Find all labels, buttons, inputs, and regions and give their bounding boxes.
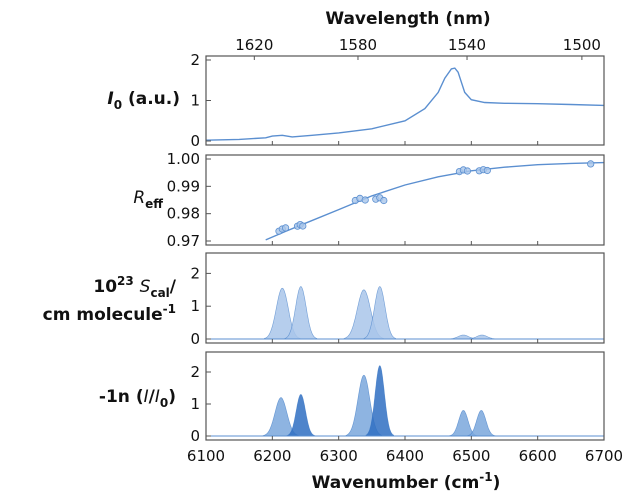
panel-ln: 0 1 2 bbox=[190, 351, 605, 445]
data-point bbox=[483, 166, 491, 175]
y-tick-label: 1 bbox=[190, 297, 200, 315]
y-tick-label: 2 bbox=[190, 264, 200, 282]
y-tick-label: 2 bbox=[190, 363, 200, 381]
x-tick-label: 6400 bbox=[386, 447, 424, 465]
x-tick-label: 6600 bbox=[519, 447, 557, 465]
panel-frame-reff bbox=[205, 154, 605, 246]
series-line-i0 bbox=[206, 67, 604, 141]
peak-scal bbox=[363, 286, 396, 340]
y-tick-label: 0.97 bbox=[167, 232, 200, 250]
data-point bbox=[361, 196, 369, 204]
plot-area-scal bbox=[206, 286, 604, 340]
x-tick-label: 6100 bbox=[187, 447, 225, 465]
plot-area-ln bbox=[206, 365, 604, 437]
series-line-reff bbox=[265, 161, 604, 241]
x-tick-label: 6200 bbox=[253, 447, 291, 465]
data-point bbox=[587, 160, 595, 168]
panel-frame-i0 bbox=[205, 55, 605, 146]
top-tick-label: 1540 bbox=[448, 36, 486, 54]
row-label-scal-2: cm molecule-1 bbox=[43, 302, 176, 325]
y-tick-label: 0 bbox=[190, 132, 200, 150]
data-point bbox=[281, 224, 290, 232]
peak-ln bbox=[286, 394, 316, 437]
data-point bbox=[380, 196, 388, 205]
top-tick-label: 1580 bbox=[339, 36, 377, 54]
plot-area-reff bbox=[265, 160, 604, 241]
row-label-i0: I0 (a.u.) bbox=[107, 89, 180, 112]
top-axis-ticks: 1620 1580 1540 1500 bbox=[235, 36, 601, 60]
top-axis-title: Wavelength (nm) bbox=[325, 9, 490, 29]
y-tick-label: 0 bbox=[190, 427, 200, 445]
row-label-ln: -1n (I/I0) bbox=[99, 387, 176, 410]
x-tick-label: 6700 bbox=[585, 447, 623, 465]
y-tick-label: 1 bbox=[190, 92, 200, 110]
panel-reff: 0.97 0.98 0.99 1.00 bbox=[167, 150, 605, 250]
plot-area-i0 bbox=[206, 67, 604, 141]
y-tick-label: 1.00 bbox=[167, 150, 200, 168]
y-tick-label: 0.99 bbox=[167, 177, 200, 195]
x-tick-label: 6500 bbox=[452, 447, 490, 465]
top-tick-label: 1500 bbox=[563, 36, 601, 54]
row-label-scal-1: 1023 Scal/ bbox=[93, 274, 176, 300]
bottom-axis-title: Wavenumber (cm-1) bbox=[312, 470, 501, 493]
data-point bbox=[299, 222, 307, 230]
data-point bbox=[463, 167, 471, 175]
panel-frame-scal bbox=[205, 252, 605, 344]
peak-ln bbox=[467, 410, 496, 437]
peak-ln bbox=[365, 365, 394, 437]
y-tick-label: 1 bbox=[190, 395, 200, 413]
y-tick-label: 0.98 bbox=[167, 205, 200, 223]
peak-scal bbox=[465, 334, 498, 340]
peak-scal bbox=[284, 286, 318, 340]
x-tick-label: 6300 bbox=[320, 447, 358, 465]
panel-i0: 0 1 2 bbox=[190, 51, 605, 150]
bottom-axis-ticks: 6100 6200 6300 6400 6500 6600 6700 bbox=[187, 447, 623, 465]
y-tick-label: 0 bbox=[190, 330, 200, 348]
top-tick-label: 1620 bbox=[235, 36, 273, 54]
row-label-reff: Reff bbox=[133, 188, 163, 211]
panel-scal: 0 1 2 bbox=[190, 252, 605, 348]
y-tick-label: 2 bbox=[190, 51, 200, 69]
panel-frame-ln bbox=[205, 351, 605, 441]
